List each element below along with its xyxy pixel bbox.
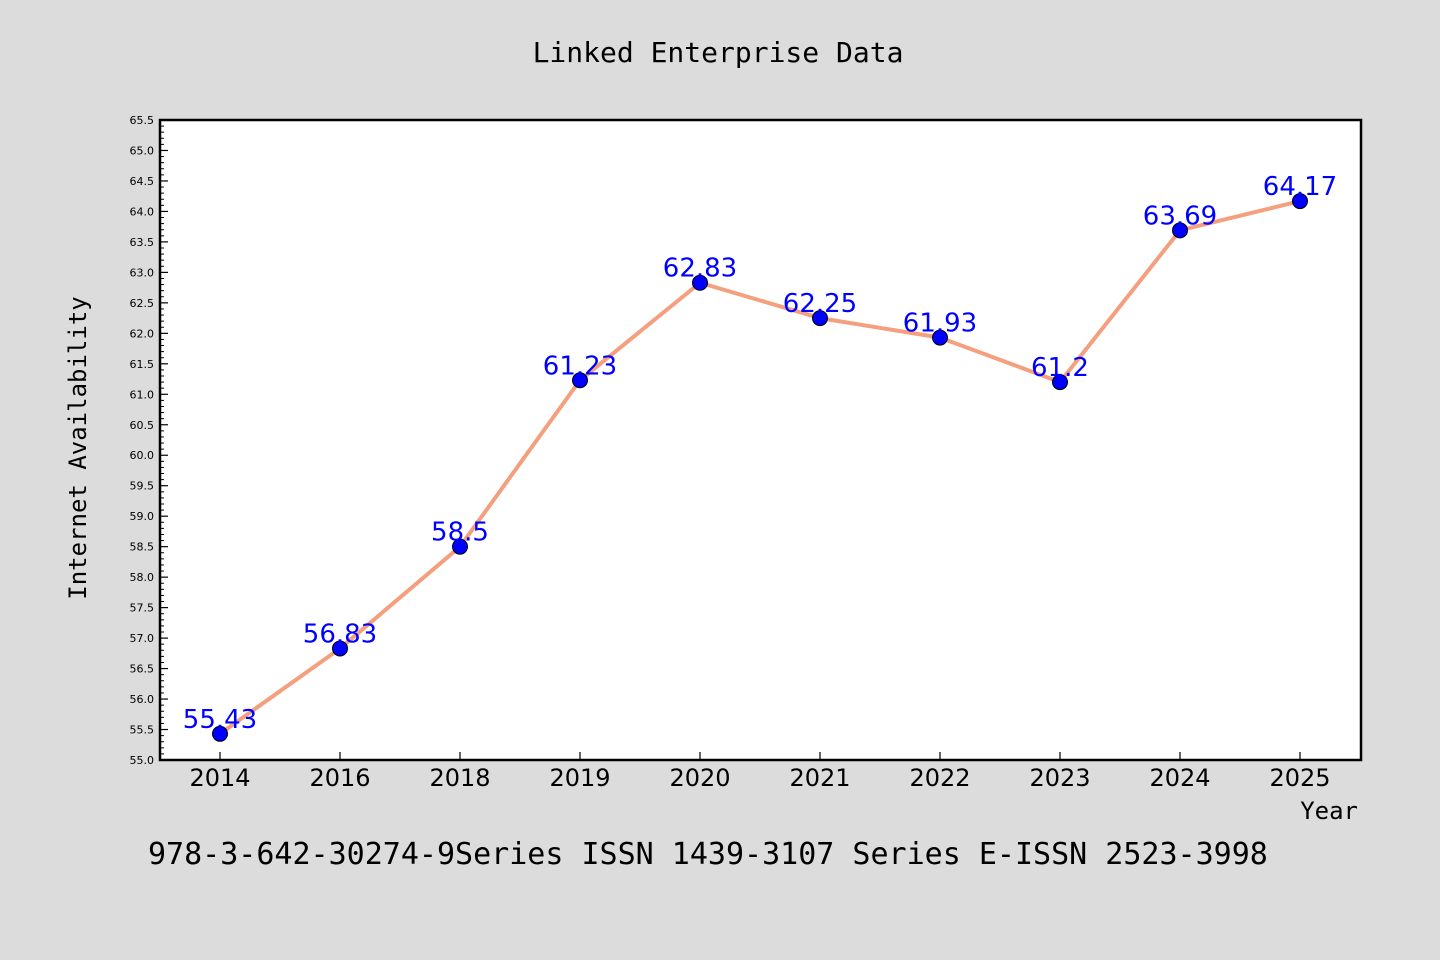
y-tick-label: 56.5: [130, 663, 155, 676]
x-tick-label: 2019: [549, 764, 610, 792]
series-group: 55.43 56.83 58.5 61.23 62.83 62.25 61.93 61.2 63…: [183, 172, 1337, 742]
y-tick-label: 65.5: [130, 114, 155, 127]
data-label: 61.93: [903, 309, 977, 339]
y-tick-label: 61.5: [130, 358, 155, 371]
y-tick-label: 63.0: [130, 266, 155, 279]
data-point: [1052, 374, 1068, 391]
x-axis-label: Year: [1300, 797, 1358, 825]
x-tick-label: 2021: [789, 764, 850, 792]
y-tick-label: 57.5: [130, 602, 155, 615]
y-tick-label: 60.0: [130, 449, 155, 462]
data-point: [212, 725, 228, 742]
x-tick-label: 2024: [1149, 764, 1210, 792]
data-label: 58.5: [431, 518, 489, 548]
data-label: 62.83: [663, 254, 737, 284]
y-tick-label: 63.5: [130, 236, 155, 249]
data-point: [572, 372, 588, 389]
data-label: 62.25: [783, 289, 857, 319]
x-axis-ticks: 2014 2016 2018 2019 2020 2021 2022 2023 2024 2025: [189, 752, 1331, 792]
x-tick-label: 2018: [429, 764, 490, 792]
y-axis-ticks: 55.0 55.5 56.0 56.5 57.0 57.5 58.0 58.5 59.0 59.5…: [130, 114, 168, 767]
x-tick-label: 2025: [1269, 764, 1330, 792]
y-tick-label: 64.0: [130, 205, 155, 218]
data-point: [692, 274, 708, 291]
data-label: 56.83: [303, 619, 377, 649]
x-tick-label: 2014: [189, 764, 250, 792]
y-tick-label: 55.0: [130, 754, 155, 767]
y-tick-label: 64.5: [130, 175, 155, 188]
y-tick-label: 59.5: [130, 480, 155, 493]
x-tick-label: 2016: [309, 764, 370, 792]
data-point: [332, 640, 348, 657]
y-tick-label: 62.5: [130, 297, 155, 310]
y-tick-label: 62.0: [130, 327, 155, 340]
data-label: 64.17: [1263, 172, 1337, 202]
data-point: [812, 310, 828, 327]
data-label: 63.69: [1143, 201, 1217, 231]
y-tick-label: 59.0: [130, 510, 155, 523]
x-tick-label: 2023: [1029, 764, 1090, 792]
y-tick-label: 58.0: [130, 571, 155, 584]
data-point: [932, 329, 948, 346]
y-tick-label: 61.0: [130, 388, 155, 401]
plot-area: [158, 118, 1363, 762]
data-point: [1172, 222, 1188, 239]
y-tick-label: 60.5: [130, 419, 155, 432]
y-tick-label: 55.5: [130, 724, 155, 737]
x-tick-label: 2020: [669, 764, 730, 792]
data-label: 61.2: [1031, 353, 1089, 383]
x-tick-label: 2022: [909, 764, 970, 792]
data-point: [1292, 193, 1308, 210]
series-line: [218, 199, 1302, 736]
data-label: 55.43: [183, 705, 257, 735]
data-point: [452, 538, 468, 555]
chart-title: Linked Enterprise Data: [533, 36, 904, 69]
y-tick-label: 57.0: [130, 632, 155, 645]
y-tick-label: 65.0: [130, 144, 155, 157]
data-label: 61.23: [543, 351, 617, 381]
y-tick-label: 58.5: [130, 541, 155, 554]
y-axis-label: Internet Availability: [64, 296, 92, 599]
y-tick-label: 56.0: [130, 693, 155, 706]
footer-text: 978-3-642-30274-9Series ISSN 1439-3107 S…: [148, 837, 1268, 872]
